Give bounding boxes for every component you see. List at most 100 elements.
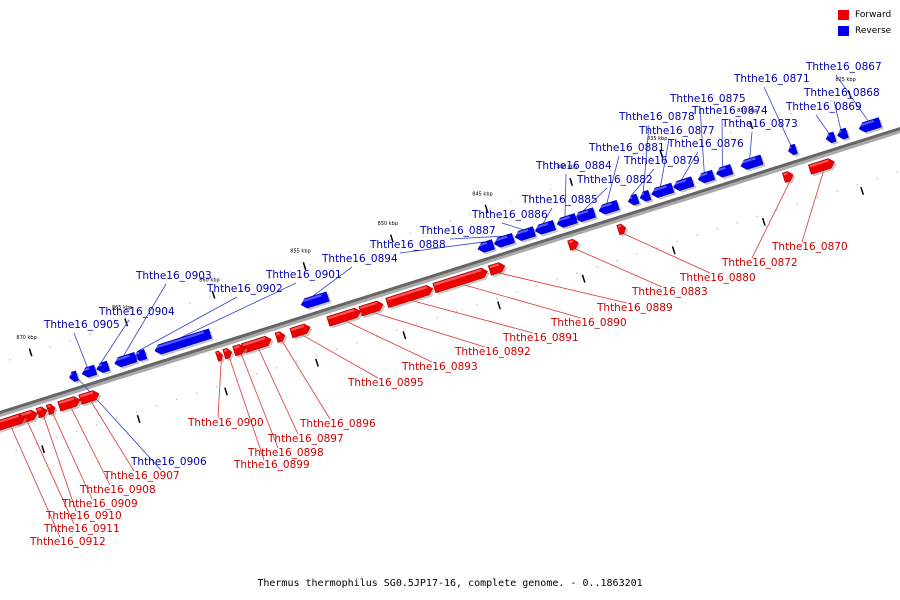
gene-label-ththe16-0869[interactable]: Ththe16_0869 [785,101,862,113]
scale-tick-label: 855 kbp [290,249,310,255]
gene-arrow-ththe16-0883[interactable] [567,237,582,253]
gene-label-ththe16-0889[interactable]: Ththe16_0889 [596,302,673,314]
legend-reverse: Reverse [838,26,891,36]
gene-label-ththe16-0911[interactable]: Ththe16_0911 [43,523,120,535]
gene-label-ththe16-0908[interactable]: Ththe16_0908 [79,484,156,496]
gene-label-ththe16-0878[interactable]: Ththe16_0878 [618,111,695,123]
gene-arrow-ththe16-0869[interactable] [825,131,839,146]
gene-label-ththe16-0897[interactable]: Ththe16_0897 [267,433,344,445]
gene-label-ththe16-0879[interactable]: Ththe16_0879 [623,155,700,167]
gene-arrow-ththe16-0906[interactable] [68,370,81,385]
gene-arrow-ththe16-0886[interactable] [514,226,538,244]
gene-label-ththe16-0898[interactable]: Ththe16_0898 [247,447,324,459]
gene-label-ththe16-0901[interactable]: Ththe16_0901 [265,269,342,281]
gene-arrow-ththe16-0871[interactable] [787,143,800,159]
gene-label-ththe16-0906[interactable]: Ththe16_0906 [130,456,207,468]
gene-label-ththe16-0892[interactable]: Ththe16_0892 [454,346,531,358]
gene-arrow-ththe16-0882[interactable] [574,207,598,225]
gene-arrow-ththe16-0874[interactable] [715,164,736,181]
gene-label-ththe16-0888[interactable]: Ththe16_0888 [369,239,446,251]
gene-label-ththe16-0886[interactable]: Ththe16_0886 [471,209,548,221]
gene-arrow-ththe16-0878[interactable] [638,189,654,205]
gene-label-ththe16-0902[interactable]: Ththe16_0902 [206,283,283,295]
gene-label-ththe16-0910[interactable]: Ththe16_0910 [45,510,122,522]
gene-label-ththe16-0909[interactable]: Ththe16_0909 [61,498,138,510]
gene-label-ththe16-0876[interactable]: Ththe16_0876 [667,138,744,150]
gene-arrow-ththe16-0873[interactable] [739,154,766,173]
gene-label-ththe16-0884[interactable]: Ththe16_0884 [535,160,612,172]
gene-arrow-ththe16-0867[interactable] [858,117,884,136]
gene-arrow-ththe16-0894[interactable] [300,291,332,312]
gene-arrow-ththe16-0876[interactable] [672,176,697,194]
gene-arrow-ththe16-0896[interactable] [274,330,289,345]
gene-arrow-ththe16-0901[interactable] [153,328,214,358]
gene-arrow-ththe16-0875[interactable] [697,169,718,187]
gene-label-ththe16-0882[interactable]: Ththe16_0882 [576,174,653,186]
gene-arrow-ththe16-0892[interactable] [358,299,387,319]
gene-arrow-ththe16-0895[interactable] [289,322,314,340]
gene-label-ththe16-0880[interactable]: Ththe16_0880 [679,272,756,284]
gene-arrow-ththe16-0904[interactable] [95,360,112,377]
gene-leader-line [52,413,93,500]
gene-arrow-ththe16-0884[interactable] [555,213,580,231]
gene-label-ththe16-0905[interactable]: Ththe16_0905 [43,319,120,331]
gene-label-ththe16-0891[interactable]: Ththe16_0891 [502,332,579,344]
gene-arrow-ththe16-0885[interactable] [534,220,558,238]
scale-tick-mark [671,246,676,255]
gene-highlight [96,363,103,368]
gene-body [639,189,652,202]
gene-label-ththe16-0894[interactable]: Ththe16_0894 [321,253,398,265]
gene-label-ththe16-0885[interactable]: Ththe16_0885 [521,194,598,206]
gene-arrow-ththe16-0909[interactable] [45,402,59,417]
gene-leader-line [542,207,553,224]
gene-arrow-ththe16-0880[interactable] [616,222,630,237]
gene-label-ththe16-0899[interactable]: Ththe16_0899 [233,459,310,471]
gene-label-ththe16-0870[interactable]: Ththe16_0870 [771,241,848,253]
gene-label-ththe16-0872[interactable]: Ththe16_0872 [721,257,798,269]
gene-label-ththe16-0873[interactable]: Ththe16_0873 [721,118,798,130]
gene-label-ththe16-0868[interactable]: Ththe16_0868 [803,87,880,99]
gene-label-ththe16-0903[interactable]: Ththe16_0903 [135,270,212,282]
gene-highlight [556,215,571,222]
gene-arrow-ththe16-0872[interactable] [781,170,797,185]
gene-arrow-ththe16-0907[interactable] [78,389,103,407]
gene-label-ththe16-0912[interactable]: Ththe16_0912 [29,536,106,548]
gene-arrow-ththe16-0891[interactable] [385,283,437,310]
gene-label-ththe16-0867[interactable]: Ththe16_0867 [805,61,882,73]
gene-arrow-ththe16-0905[interactable] [81,364,100,382]
gene-arrow-ththe16-0900[interactable] [215,350,226,364]
gene-arrow-ththe16-0879[interactable] [627,193,642,208]
gene-label-ththe16-0883[interactable]: Ththe16_0883 [631,286,708,298]
gene-label-ththe16-0893[interactable]: Ththe16_0893 [401,361,478,373]
gene-label-ththe16-0877[interactable]: Ththe16_0877 [638,125,715,137]
gene-label-ththe16-0907[interactable]: Ththe16_0907 [103,470,180,482]
gene-label-ththe16-0904[interactable]: Ththe16_0904 [98,306,175,318]
gene-arrow-ththe16-0890[interactable] [432,266,492,295]
gene-arrow-ththe16-0893[interactable] [326,306,365,329]
gene-leader-line [27,421,75,525]
gene-label-ththe16-0875[interactable]: Ththe16_0875 [669,93,746,105]
leader-line-layer [10,74,869,538]
gene-body [215,350,223,362]
gene-arrow-ththe16-0912[interactable] [0,412,28,434]
gene-arrow-ththe16-0870[interactable] [808,157,838,177]
gene-label-ththe16-0895[interactable]: Ththe16_0895 [347,377,424,389]
gene-arrow-ththe16-0868[interactable] [836,127,851,142]
gene-arrow-ththe16-0887[interactable] [493,232,517,251]
gene-arrow-ththe16-0881[interactable] [597,199,622,218]
gene-label-ththe16-0896[interactable]: Ththe16_0896 [299,418,376,430]
gene-arrow-ththe16-0877[interactable] [650,182,677,202]
gene-label-ththe16-0871[interactable]: Ththe16_0871 [733,73,810,85]
gene-arrow-ththe16-0903[interactable] [113,352,140,371]
gene-label-ththe16-0890[interactable]: Ththe16_0890 [550,317,627,329]
gene-label-ththe16-0887[interactable]: Ththe16_0887 [419,225,496,237]
gene-arrow-ththe16-0908[interactable] [57,395,84,414]
gene-arrow-ththe16-0899[interactable] [222,347,236,362]
gene-label-ththe16-0881[interactable]: Ththe16_0881 [588,142,665,154]
gene-label-ththe16-0900[interactable]: Ththe16_0900 [187,417,264,429]
gene-arrow-ththe16-0898[interactable] [232,342,250,358]
gene-highlight [290,324,305,331]
gene-label-ththe16-0874[interactable]: Ththe16_0874 [691,105,768,117]
gene-arrow-ththe16-0889[interactable] [487,261,508,278]
gene-arrow-ththe16-0888[interactable] [476,239,497,256]
